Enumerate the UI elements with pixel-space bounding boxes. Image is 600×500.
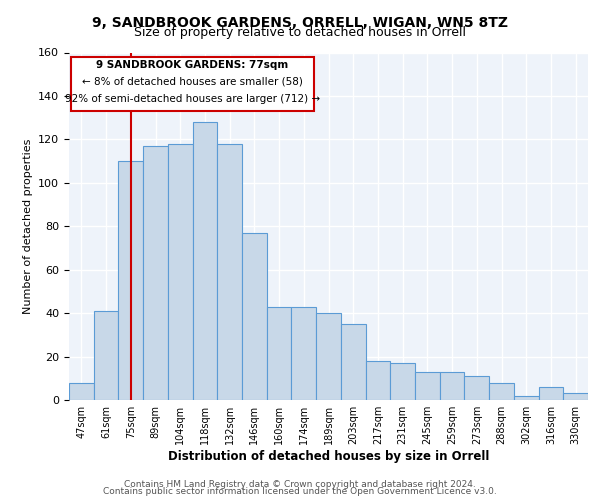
Text: ← 8% of detached houses are smaller (58): ← 8% of detached houses are smaller (58) bbox=[82, 76, 303, 86]
Text: 9 SANDBROOK GARDENS: 77sqm: 9 SANDBROOK GARDENS: 77sqm bbox=[97, 60, 289, 70]
Bar bbox=[69, 382, 94, 400]
Bar bbox=[563, 394, 588, 400]
Bar bbox=[440, 372, 464, 400]
Bar bbox=[168, 144, 193, 400]
Y-axis label: Number of detached properties: Number of detached properties bbox=[23, 138, 32, 314]
Bar bbox=[464, 376, 489, 400]
Bar bbox=[365, 361, 390, 400]
Bar bbox=[489, 382, 514, 400]
X-axis label: Distribution of detached houses by size in Orrell: Distribution of detached houses by size … bbox=[168, 450, 489, 463]
Bar bbox=[242, 233, 267, 400]
Bar bbox=[539, 387, 563, 400]
Bar bbox=[118, 161, 143, 400]
Text: Size of property relative to detached houses in Orrell: Size of property relative to detached ho… bbox=[134, 26, 466, 39]
Bar bbox=[415, 372, 440, 400]
Bar bbox=[514, 396, 539, 400]
Bar bbox=[267, 306, 292, 400]
Bar bbox=[143, 146, 168, 400]
Bar bbox=[316, 313, 341, 400]
Bar bbox=[94, 311, 118, 400]
Bar bbox=[292, 306, 316, 400]
FancyBboxPatch shape bbox=[71, 57, 314, 111]
Bar bbox=[341, 324, 365, 400]
Bar bbox=[193, 122, 217, 400]
Text: 9, SANDBROOK GARDENS, ORRELL, WIGAN, WN5 8TZ: 9, SANDBROOK GARDENS, ORRELL, WIGAN, WN5… bbox=[92, 16, 508, 30]
Bar bbox=[390, 363, 415, 400]
Text: 92% of semi-detached houses are larger (712) →: 92% of semi-detached houses are larger (… bbox=[65, 94, 320, 104]
Bar bbox=[217, 144, 242, 400]
Text: Contains HM Land Registry data © Crown copyright and database right 2024.: Contains HM Land Registry data © Crown c… bbox=[124, 480, 476, 489]
Text: Contains public sector information licensed under the Open Government Licence v3: Contains public sector information licen… bbox=[103, 488, 497, 496]
